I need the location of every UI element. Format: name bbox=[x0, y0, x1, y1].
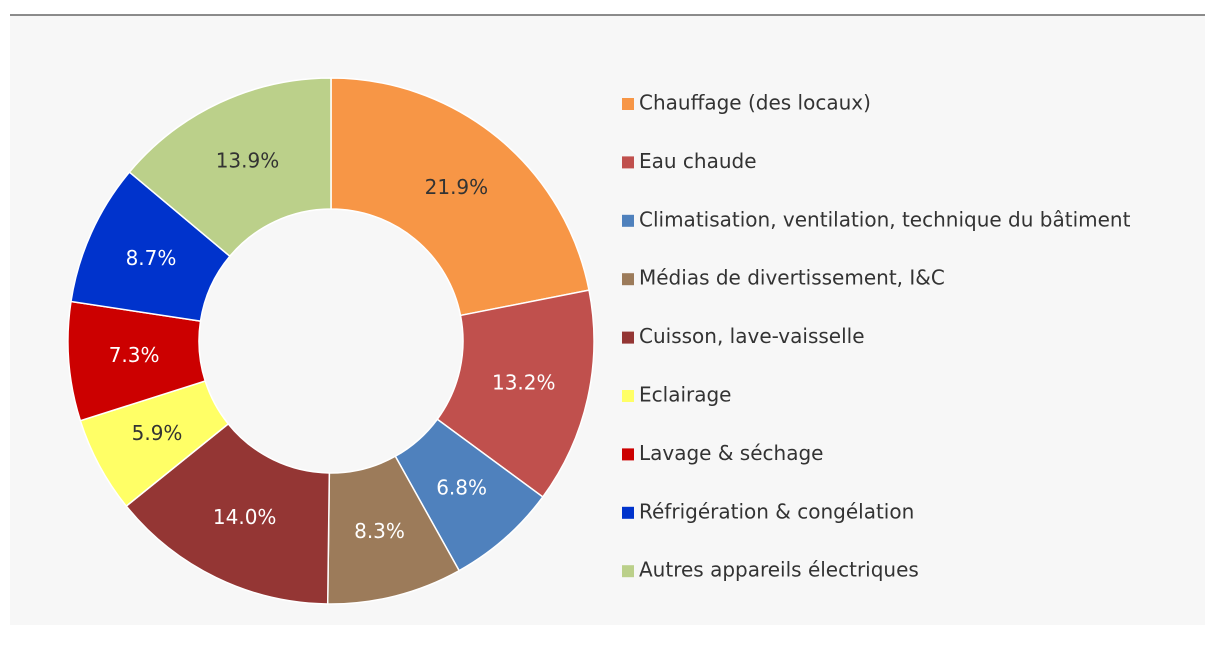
legend-label: Climatisation, ventilation, technique du… bbox=[639, 207, 1131, 231]
legend-swatch bbox=[622, 506, 634, 519]
legend-label: Réfrigération & congélation bbox=[639, 499, 914, 523]
legend-swatch bbox=[622, 214, 634, 227]
data-label: 8.3% bbox=[354, 519, 405, 543]
legend-swatch bbox=[622, 390, 634, 402]
legend-label: Eau chaude bbox=[639, 149, 757, 173]
donut-slice bbox=[330, 77, 590, 317]
data-label: 6.8% bbox=[436, 476, 487, 500]
data-label: 7.3% bbox=[109, 343, 160, 367]
data-label: 5.9% bbox=[132, 421, 183, 445]
legend-swatch bbox=[622, 156, 634, 169]
legend-label: Médias de divertissement, I&C bbox=[639, 266, 945, 290]
legend-label: Chauffage (des locaux) bbox=[639, 91, 871, 115]
data-label: 14.0% bbox=[213, 505, 277, 529]
data-label: 21.9% bbox=[425, 175, 489, 199]
legend-label: Autres appareils électriques bbox=[639, 558, 919, 582]
legend-label: Lavage & séchage bbox=[639, 441, 823, 465]
legend-swatch bbox=[622, 273, 634, 286]
data-label: 8.7% bbox=[126, 246, 177, 270]
donut-slice bbox=[128, 77, 332, 258]
donut-slice bbox=[436, 289, 595, 498]
legend-swatch bbox=[622, 98, 634, 110]
data-label: 13.9% bbox=[216, 149, 280, 173]
legend-swatch bbox=[622, 448, 634, 461]
legend-swatch bbox=[622, 565, 634, 578]
donut-slice bbox=[125, 422, 331, 605]
legend-label: Eclairage bbox=[639, 383, 731, 407]
legend-label: Cuisson, lave-vaisselle bbox=[639, 324, 865, 348]
legend-swatch bbox=[622, 331, 634, 344]
data-label: 13.2% bbox=[492, 371, 556, 395]
